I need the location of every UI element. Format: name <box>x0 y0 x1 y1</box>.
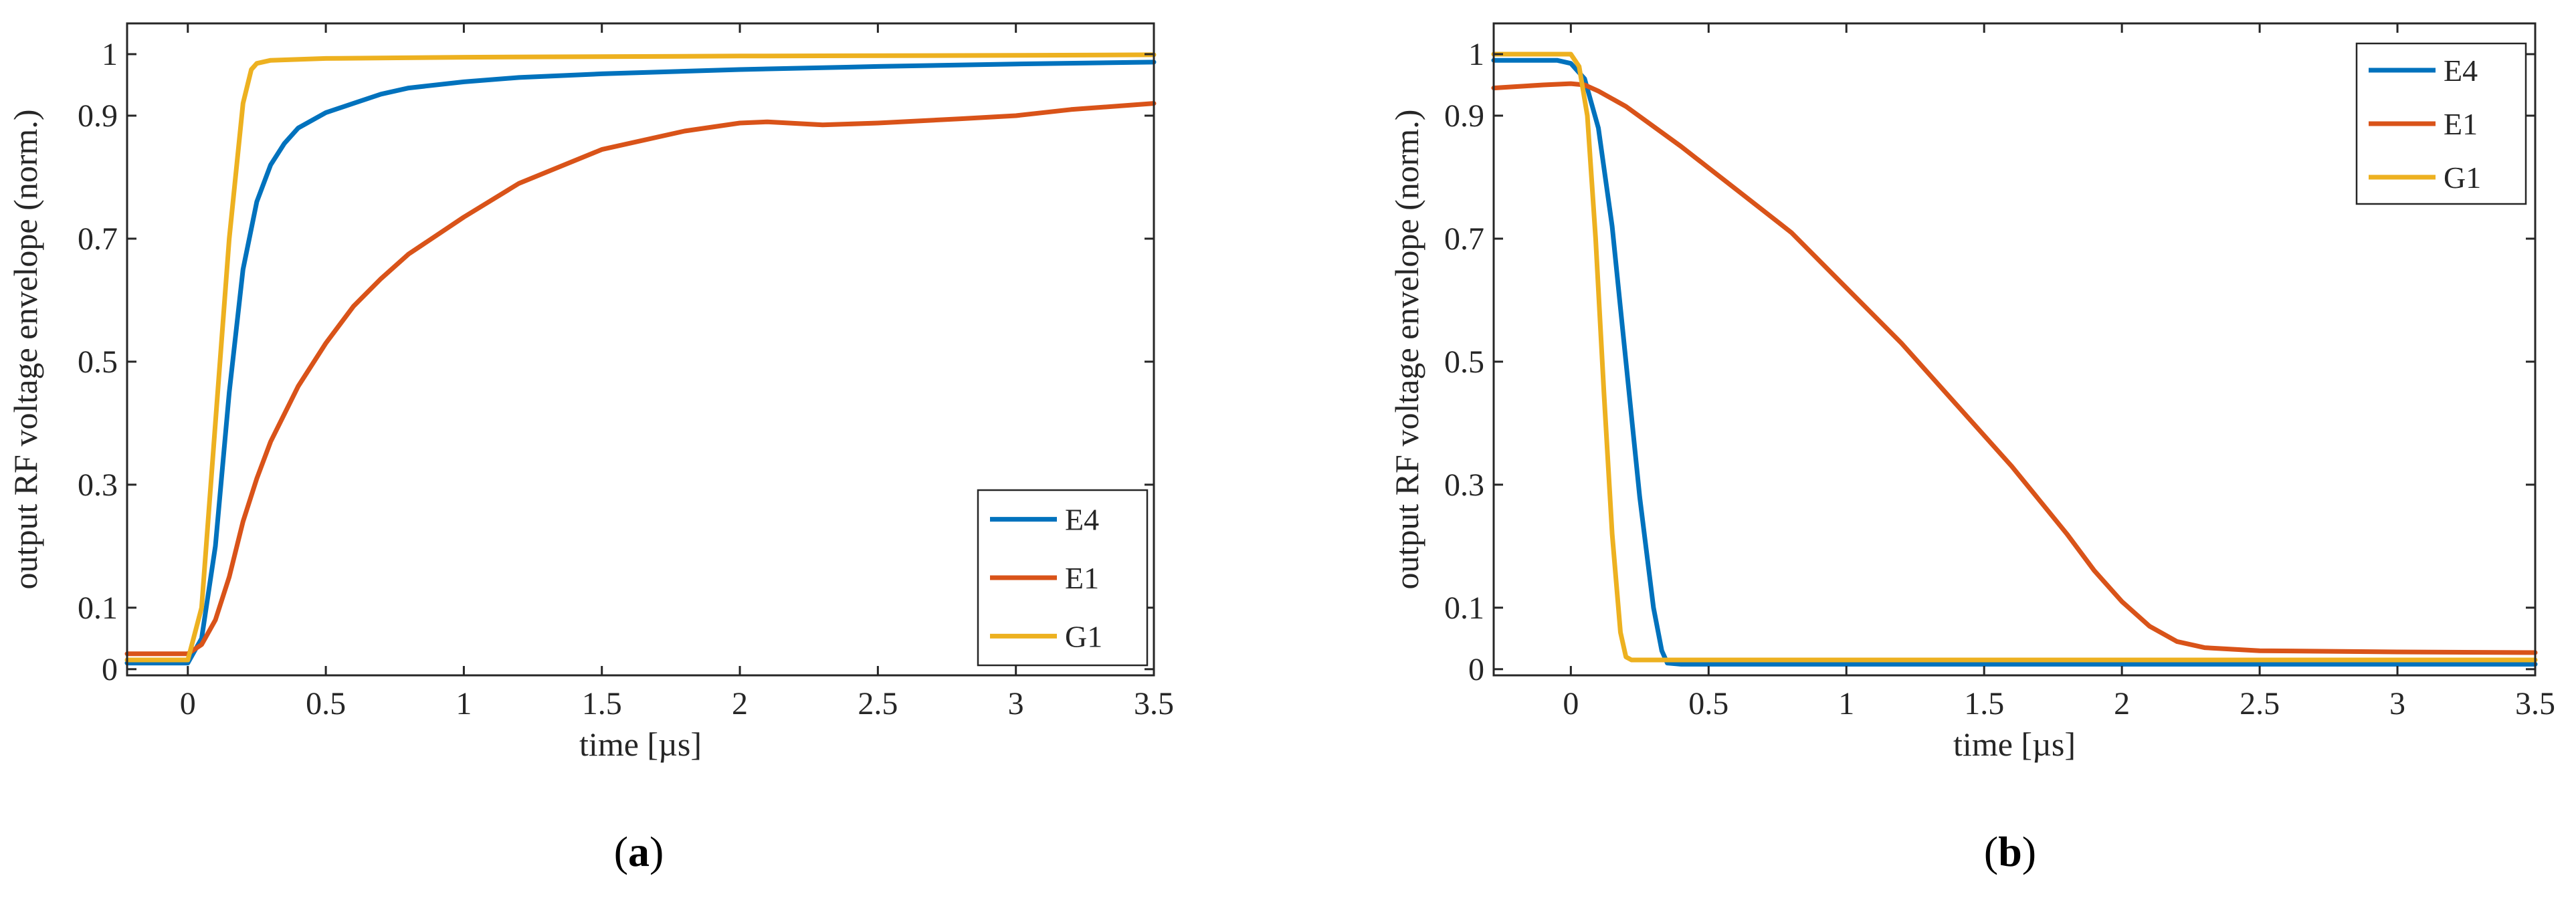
series-line-e1 <box>124 101 1157 657</box>
x-tick-label: 3 <box>2389 686 2405 721</box>
y-tick-label: 0.5 <box>1444 344 1484 380</box>
legend: E4 E1 G1 <box>977 489 1149 667</box>
series-line-e4 <box>124 60 1157 666</box>
y-tick-label: 1 <box>1468 37 1484 72</box>
x-tick-label: 3.5 <box>2515 686 2555 721</box>
y-tick-label: 0.5 <box>78 344 118 380</box>
x-tick-label: 1.5 <box>1964 686 2004 721</box>
x-tick-label: 2 <box>2114 686 2130 721</box>
x-tick-label: 1.5 <box>582 686 622 721</box>
series-line-e1 <box>1491 81 2538 655</box>
y-tick-label: 0 <box>1468 652 1484 687</box>
y-tick-label: 0.3 <box>1444 467 1484 503</box>
chart-panel-a: 0 0.5 1 1.5 2 2.5 3 3.5 0 0.1 0.3 0.5 0.7 0.9 1 time [µ… <box>7 22 1174 875</box>
axes-box <box>126 22 1155 677</box>
chart-panel-b: 0 0.5 1 1.5 2 2.5 3 3.5 0 0.1 0.3 0.5 0.7 0.9 1 time [µ… <box>1388 22 2555 875</box>
x-tick-label: 0 <box>1563 686 1579 721</box>
series-line-g1 <box>124 52 1157 663</box>
series-line-g1 <box>1491 51 2538 663</box>
y-axis-label: output RF voltage envelope (norm.) <box>1388 110 1425 590</box>
x-axis-label: time [µs] <box>1953 725 2076 763</box>
x-tick-label: 1 <box>1838 686 1854 721</box>
axes-box <box>1492 22 2537 677</box>
x-tick-label: 3.5 <box>1134 686 1174 721</box>
x-tick-label: 0 <box>180 686 196 721</box>
legend: E4 E1 G1 <box>2355 42 2527 205</box>
x-tick-label: 2.5 <box>858 686 898 721</box>
x-tick-label: 0.5 <box>306 686 346 721</box>
y-tick-label: 0.3 <box>78 467 118 503</box>
y-tick-label: 0.7 <box>1444 221 1484 257</box>
y-tick-label: 1 <box>102 37 118 72</box>
panel-label: (b) <box>1984 828 2036 875</box>
y-tick-label: 0 <box>102 652 118 687</box>
x-tick-label: 2 <box>732 686 748 721</box>
y-tick-label: 0.1 <box>78 590 118 626</box>
y-tick-label: 0.9 <box>78 98 118 134</box>
y-tick-label: 0.7 <box>78 221 118 257</box>
legend-label-e1: E1 <box>1065 561 1099 595</box>
x-tick-label: 2.5 <box>2240 686 2280 721</box>
y-axis-label: output RF voltage envelope (norm.) <box>7 110 44 590</box>
legend-label-e4: E4 <box>1065 503 1099 537</box>
x-tick-label: 3 <box>1008 686 1024 721</box>
x-tick-label: 1 <box>456 686 472 721</box>
legend-label-g1: G1 <box>1065 619 1102 653</box>
legend-label-e4: E4 <box>2444 53 2478 88</box>
y-tick-label: 0.9 <box>1444 98 1484 134</box>
x-axis-label: time [µs] <box>579 725 702 763</box>
panel-label: (a) <box>614 828 664 875</box>
y-tick-label: 0.1 <box>1444 590 1484 626</box>
legend-label-g1: G1 <box>2444 160 2481 195</box>
legend-label-e1: E1 <box>2444 107 2478 141</box>
x-tick-label: 0.5 <box>1688 686 1728 721</box>
